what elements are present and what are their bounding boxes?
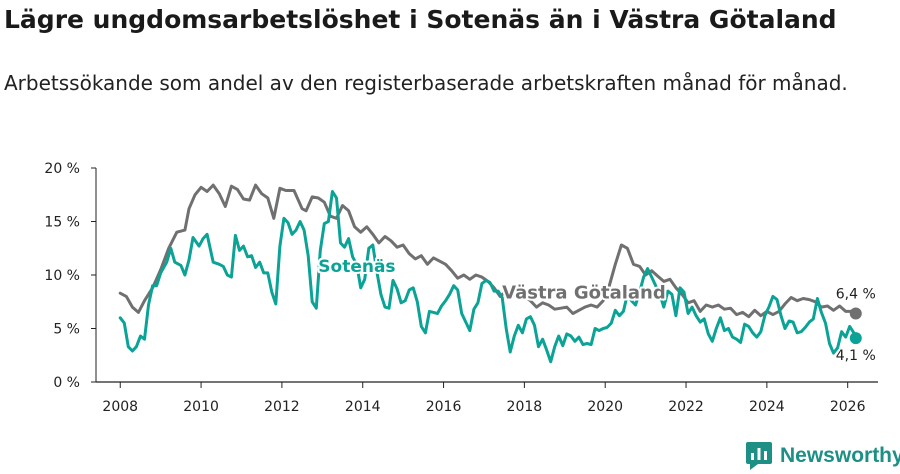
sotenas-end-point [849,332,862,345]
vastra-gotaland-series-label: Västra Götaland [502,283,666,304]
y-tick-label: 5 % [53,322,80,338]
x-tick-label: 2010 [183,399,219,415]
y-tick-label: 20 % [44,161,80,177]
vastra-gotaland-end-point [849,307,862,320]
x-tick-label: 2020 [587,399,623,415]
x-tick-label: 2012 [264,399,300,415]
vastra-gotaland-end-label: 6,4 % [836,287,876,303]
brand-name: Newsworthy [780,444,900,467]
sotenas-end-label: 4,1 % [836,348,876,364]
chart-title: Lägre ungdomsarbetslöshet i Sotenäs än i… [4,5,837,34]
x-tick-label: 2014 [345,399,381,415]
x-tick-label: 2018 [507,399,543,415]
y-tick-label: 10 % [44,268,80,284]
y-tick-label: 15 % [44,215,80,231]
x-tick-label: 2016 [426,399,462,415]
x-tick-label: 2026 [830,399,866,415]
x-tick-label: 2008 [102,399,138,415]
chart-subtitle: Arbetssökande som andel av den registerb… [4,71,848,95]
sotenas-line [118,190,858,364]
sotenas-series-label: Sotenäs [318,257,395,277]
brand-logo[interactable]: Newsworthy [746,442,900,470]
x-tick-label: 2024 [749,399,785,415]
newsworthy-logo-icon [746,442,772,470]
x-tick-label: 2022 [668,399,704,415]
vastra-gotaland-line [118,183,858,319]
y-tick-label: 0 % [53,375,80,391]
